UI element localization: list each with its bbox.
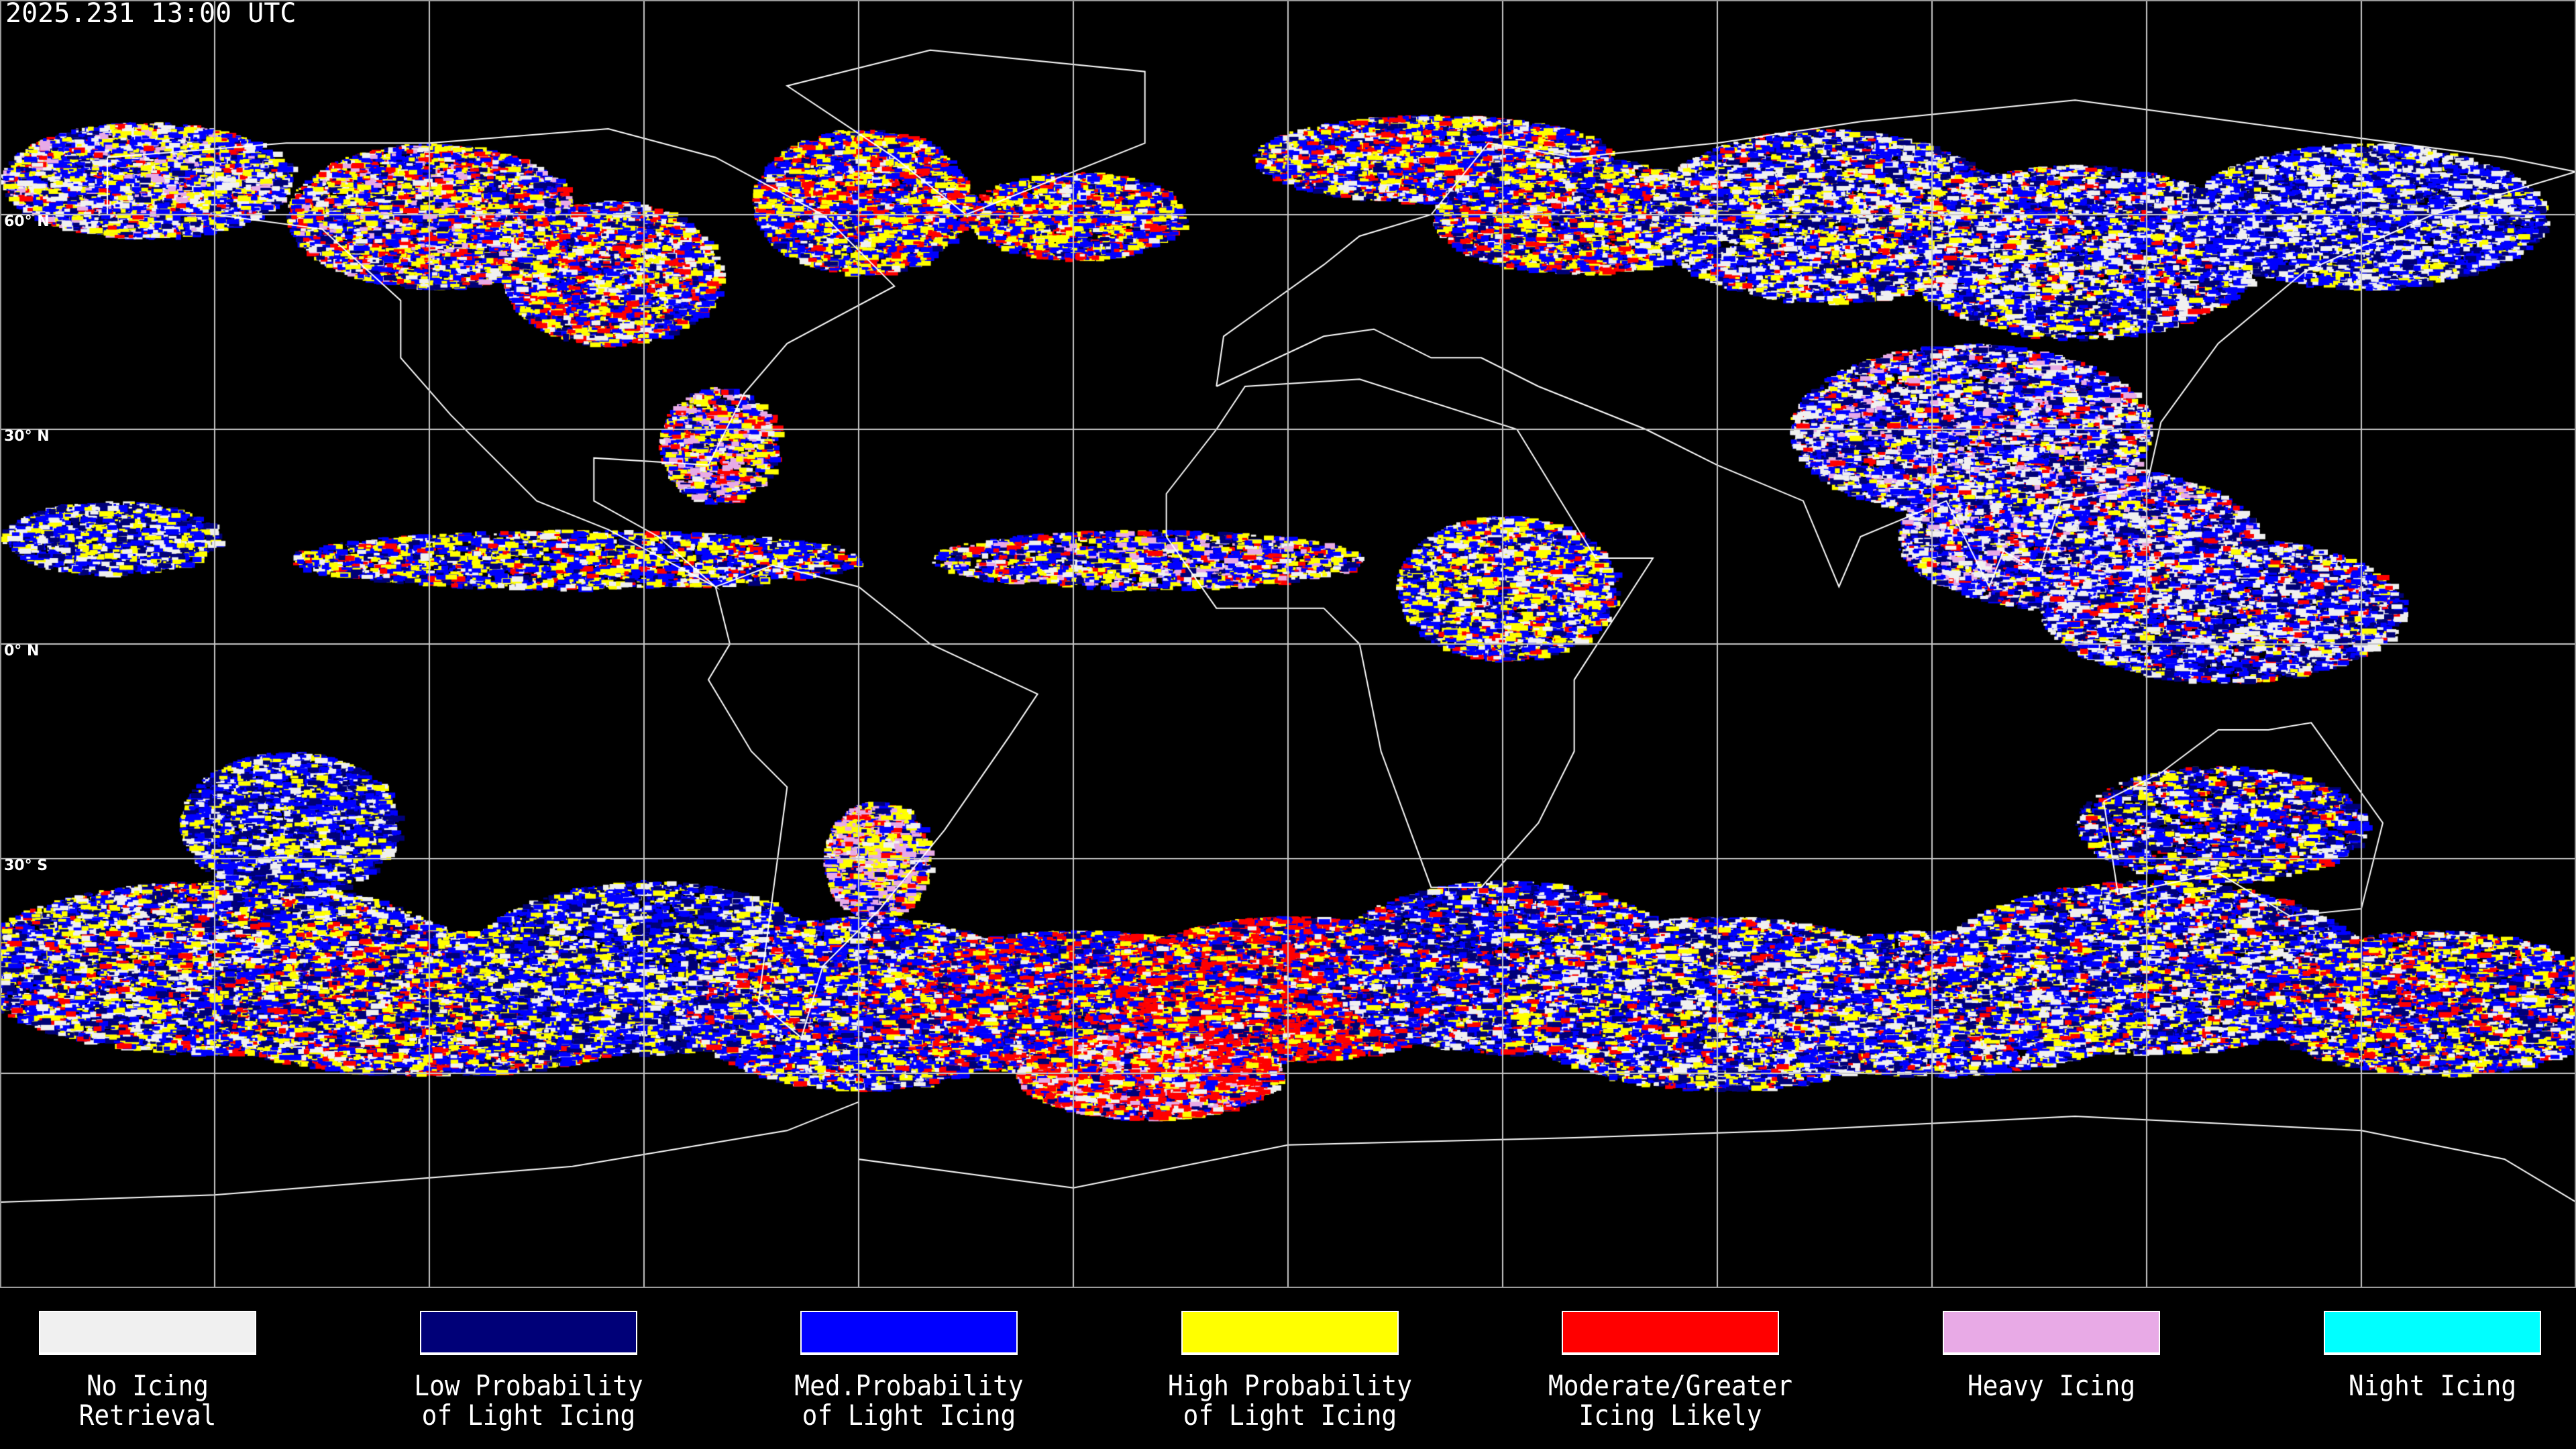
- legend-swatch: [1943, 1311, 2160, 1355]
- legend-item-med-probability: Med.Probability of Light Icing: [761, 1311, 1057, 1430]
- legend-label: Moderate/Greater Icing Likely: [1548, 1369, 1793, 1432]
- legend-label: No Icing Retrieval: [78, 1369, 217, 1432]
- timestamp-title: 2025.231 13:00 UTC: [5, 0, 297, 29]
- legend-item-moderate-greater: Moderate/Greater Icing Likely: [1523, 1311, 1818, 1430]
- lat-label-0n: 0° N: [4, 643, 40, 659]
- legend-item-night-icing: Night Icing: [2285, 1311, 2576, 1401]
- icing-map: [0, 0, 2576, 1288]
- legend-label: Heavy Icing: [1967, 1369, 2136, 1402]
- legend-swatch: [800, 1311, 1018, 1355]
- legend: No Icing Retrieval Low Probability of Ligh…: [0, 1288, 2576, 1449]
- lat-label-30s: 30° S: [4, 857, 48, 874]
- legend-swatch: [2324, 1311, 2541, 1355]
- lat-label-30n: 30° N: [4, 428, 50, 445]
- legend-item-heavy-icing: Heavy Icing: [1904, 1311, 2199, 1401]
- legend-label: Night Icing: [2348, 1369, 2517, 1402]
- legend-swatch: [1181, 1311, 1399, 1355]
- legend-swatch: [39, 1311, 256, 1355]
- legend-item-low-probability: Low Probability of Light Icing: [381, 1311, 676, 1430]
- legend-label: High Probability of Light Icing: [1167, 1369, 1413, 1432]
- legend-label: Low Probability of Light Icing: [414, 1369, 643, 1432]
- legend-item-high-probability: High Probability of Light Icing: [1142, 1311, 1438, 1430]
- legend-item-no-icing: No Icing Retrieval: [0, 1311, 295, 1430]
- legend-swatch: [1562, 1311, 1779, 1355]
- lat-label-60n: 60° N: [4, 213, 50, 230]
- legend-swatch: [420, 1311, 637, 1355]
- legend-label: Med.Probability of Light Icing: [794, 1369, 1024, 1432]
